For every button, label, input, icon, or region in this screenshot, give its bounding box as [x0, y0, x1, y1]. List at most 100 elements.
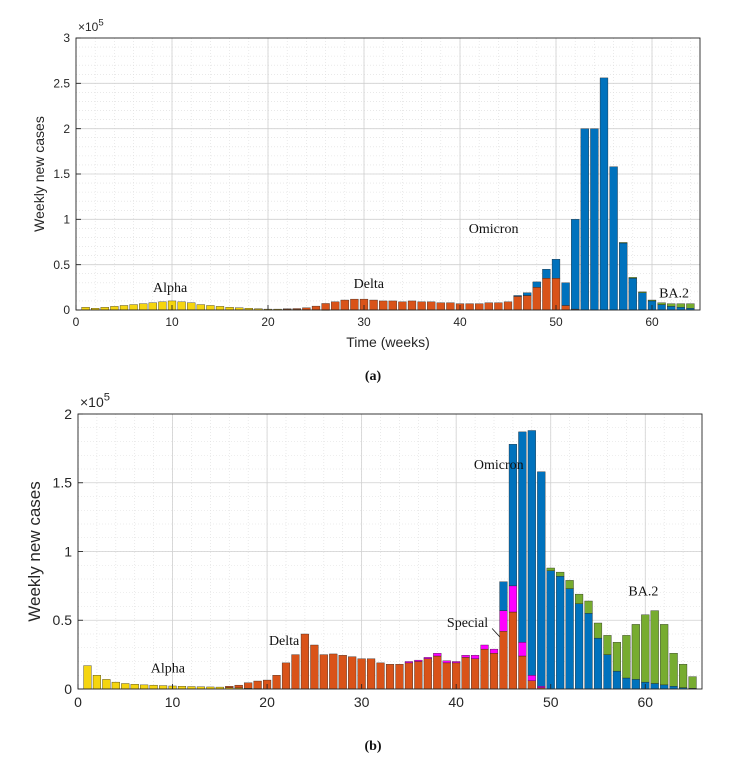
bar-alpha-w4 [111, 681, 120, 690]
bar-ba2-w61 [657, 302, 666, 305]
bar-delta-w23 [291, 654, 300, 690]
bar-special-w43 [480, 644, 489, 650]
bar-delta-w49 [542, 278, 551, 311]
x-tick-label: 60 [637, 694, 653, 710]
bar-ba2-w52 [565, 580, 574, 589]
y-tick-label: 0.5 [53, 258, 70, 272]
bar-delta-w31 [367, 658, 376, 690]
annotation-omicron: Omicron [474, 458, 524, 473]
bar-delta-w29 [350, 298, 359, 311]
bar-delta-w35 [404, 662, 413, 690]
bar-omicron-w54 [590, 128, 599, 311]
x-tick-label: 40 [453, 315, 467, 329]
bar-omicron-w61 [650, 683, 659, 690]
bar-ba2-w53 [575, 593, 584, 604]
bar-delta-w47 [523, 295, 532, 311]
y-exponent-label: ×105 [80, 392, 110, 410]
bar-alpha-w14 [206, 305, 215, 311]
bar-alpha-w5 [121, 683, 130, 690]
y-exponent-label: ×105 [78, 18, 104, 34]
bar-ba2-w57 [619, 242, 628, 244]
y-tick-label: 2.5 [53, 77, 70, 91]
y-tick-label: 1.5 [53, 167, 70, 181]
bar-alpha-w8 [148, 302, 157, 311]
special-leader-line [491, 628, 500, 638]
bar-omicron-w50 [551, 259, 561, 279]
figure-caption: (a) [365, 369, 382, 384]
bar-delta-w43 [484, 302, 493, 311]
bar-delta-w47 [518, 655, 527, 690]
bar-ba2-w63 [669, 653, 678, 687]
bar-omicron-w58 [622, 677, 631, 690]
bar-special-w41 [461, 655, 470, 658]
bar-omicron-w58 [628, 278, 637, 311]
bar-ba2-w59 [631, 624, 640, 680]
annotation-ba2: BA.2 [628, 585, 658, 600]
bar-omicron-w52 [571, 219, 580, 310]
x-tick-label: 50 [543, 694, 559, 710]
annotation-alpha: Alpha [153, 281, 188, 296]
bar-alpha-w9 [158, 301, 167, 311]
x-tick-label: 60 [645, 315, 659, 329]
bar-delta-w44 [494, 302, 503, 311]
bar-ba2-w65 [688, 676, 697, 689]
bar-ba2-w60 [641, 614, 650, 683]
bar-delta-w41 [465, 303, 474, 311]
ticks: 0 10 20 30 40 50 60 0 0.5 1 1.5 2 [53, 406, 654, 710]
bar-omicron-w55 [599, 77, 609, 311]
bar-ba2-w61 [650, 610, 659, 684]
bar-delta-w29 [348, 656, 357, 690]
bar-alpha-w3 [102, 679, 111, 690]
bar-delta-w25 [311, 305, 321, 310]
figure-caption: (b) [364, 739, 381, 754]
bar-delta-w17 [234, 684, 243, 689]
bar-special-w37 [423, 657, 432, 659]
bar-delta-w48 [527, 680, 536, 690]
bar-alpha-w7 [140, 684, 149, 690]
bar-alpha-w6 [130, 684, 139, 690]
bar-special-w35 [404, 661, 413, 664]
x-tick-label: 30 [357, 315, 371, 329]
bar-special-w47 [518, 642, 527, 657]
bar-alpha-w7 [139, 303, 148, 311]
bar-special-w46 [508, 585, 517, 613]
bar-omicron-w54 [584, 613, 593, 690]
x-tick-label: 10 [165, 694, 181, 710]
bar-delta-w37 [423, 658, 432, 690]
bar-special-w39 [442, 660, 451, 664]
bar-delta-w28 [338, 655, 347, 690]
bar-ba2-w56 [603, 635, 612, 655]
bar-delta-w46 [508, 611, 517, 690]
bar-omicron-w53 [575, 603, 584, 690]
chart-a: 0 10 20 30 40 50 60 0 0.5 1 1.5 2 2.5 3 ×105 Weekly new… [31, 18, 701, 384]
y-tick-label: 0 [64, 681, 72, 697]
bar-omicron-w62 [667, 306, 676, 311]
x-tick-label: 10 [165, 315, 179, 329]
bar-delta-w37 [427, 301, 436, 311]
y-tick-label: 0 [63, 303, 70, 317]
y-tick-label: 2 [63, 122, 70, 136]
bar-alpha-w6 [129, 304, 138, 311]
bar-omicron-w49 [542, 269, 551, 279]
bar-delta-w32 [379, 300, 388, 311]
bar-special-w49 [537, 686, 546, 688]
bar-omicron-w48 [532, 281, 541, 288]
y-tick-label: 3 [63, 31, 70, 45]
bar-alpha-w13 [196, 304, 205, 311]
bar-delta-w24 [302, 307, 311, 310]
bar-delta-w26 [321, 303, 330, 310]
bar-omicron-w59 [638, 292, 647, 311]
ticks: 0 10 20 30 40 50 60 0 0.5 1 1.5 2 2.5 3 [53, 31, 659, 329]
annotation-delta: Delta [269, 634, 300, 649]
bar-omicron-w62 [660, 684, 669, 690]
bar-delta-w34 [398, 301, 407, 311]
bar-special-w40 [452, 661, 461, 664]
annotation-ba2: BA.2 [659, 286, 689, 301]
x-axis-label: Time (weeks) [346, 334, 430, 350]
bar-omicron-w53 [580, 128, 589, 311]
bar-omicron-w55 [593, 637, 603, 690]
bar-omicron-w52 [565, 588, 574, 690]
annotation-omicron: Omicron [469, 222, 519, 237]
annotation-delta: Delta [354, 277, 385, 292]
y-tick-label: 0.5 [53, 612, 73, 628]
